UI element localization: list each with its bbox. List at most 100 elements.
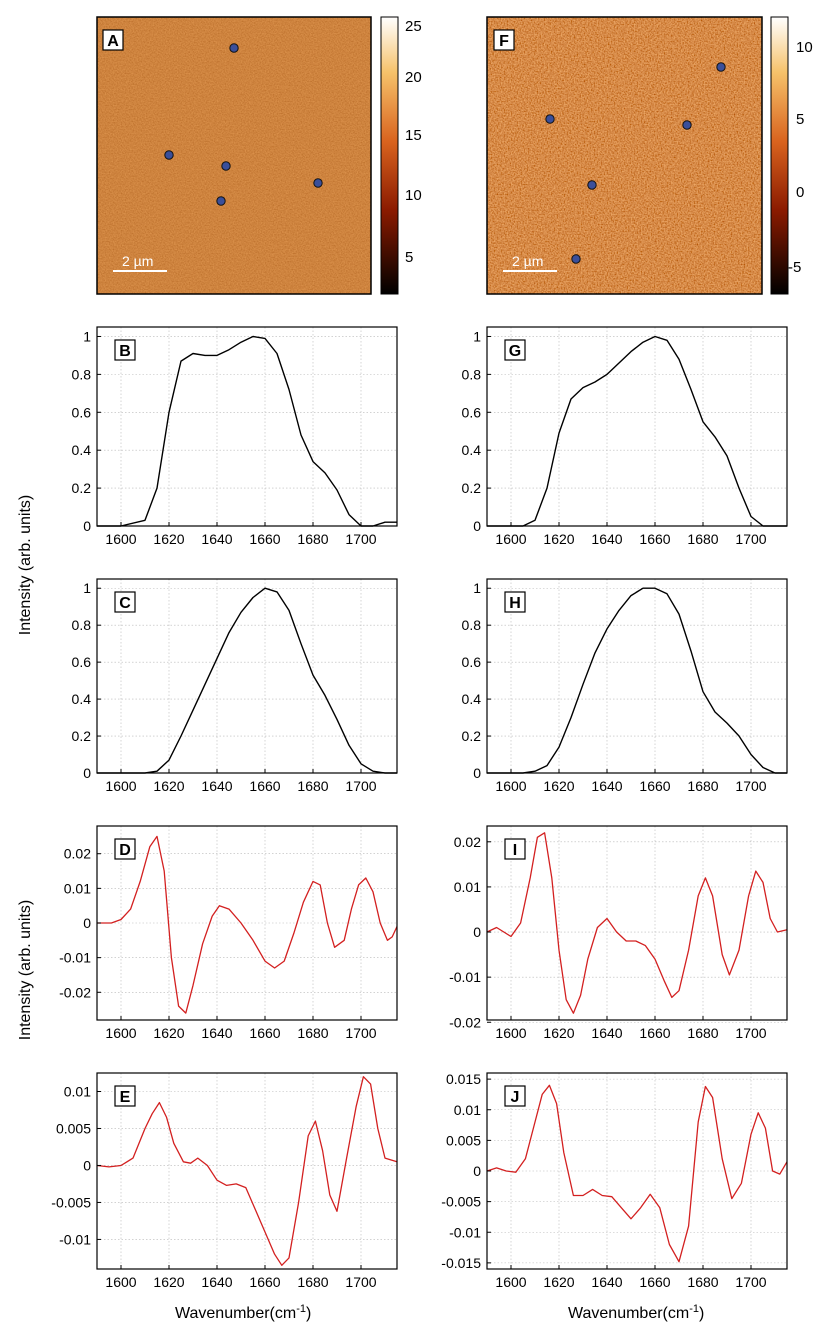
x-tick-label: 1700 xyxy=(345,1025,376,1041)
y-tick-label: 0 xyxy=(473,765,481,781)
x-tick-label: 1620 xyxy=(153,531,184,547)
afm-map-a: A 2 µm 25 20 15 10 5 xyxy=(96,16,422,295)
y-tick-label: 0.02 xyxy=(454,834,481,850)
y-axis-label-top: Intensity (arb. units) xyxy=(17,495,34,636)
x-tick-label: 1620 xyxy=(153,1025,184,1041)
y-tick-label: 1 xyxy=(83,580,91,596)
x-tick-label: 1640 xyxy=(201,778,232,794)
panel-label: A xyxy=(107,33,119,50)
chart-panel-g: 1600 1620 1640 1660 1680 1700 0 0.2 0.4 0.6 0.8 1 G xyxy=(462,326,788,547)
panel-label-box xyxy=(102,29,124,51)
panel-label: F xyxy=(499,33,509,50)
x-tick-label: 1600 xyxy=(105,1274,136,1290)
series-line xyxy=(487,335,787,527)
x-tick-label: 1600 xyxy=(495,778,526,794)
x-tick-label: 1680 xyxy=(687,531,718,547)
y-tick-label: 0.2 xyxy=(72,728,92,744)
x-tick-label: 1700 xyxy=(735,531,766,547)
y-tick-label: -0.005 xyxy=(51,1194,91,1210)
y-tick-label: 0.6 xyxy=(462,654,482,670)
x-tick-label: 1700 xyxy=(345,778,376,794)
panel-label-box xyxy=(493,29,515,51)
scale-bar-label: 2 µm xyxy=(512,253,543,269)
y-tick-label: 0.8 xyxy=(72,617,92,633)
chart-panel-c: 1600 1620 1640 1660 1680 1700 0 0.2 0.4 0.6 0.8 1 C xyxy=(72,578,398,794)
colorbar-tick: -5 xyxy=(788,259,801,276)
x-tick-label: 1620 xyxy=(543,531,574,547)
y-tick-label: 0.015 xyxy=(446,1071,481,1087)
y-tick-label: 0.01 xyxy=(64,1083,91,1099)
y-tick-label: 0.01 xyxy=(454,879,481,895)
x-tick-label: 1700 xyxy=(345,531,376,547)
plot-frame xyxy=(486,326,788,527)
x-tick-label: 1640 xyxy=(201,1025,232,1041)
chart-panel-e: 1600 1620 1640 1660 1680 1700 -0.01 -0.005 0 0.00… xyxy=(51,1072,398,1290)
map-marker xyxy=(545,114,555,124)
x-tick-label: 1600 xyxy=(105,778,136,794)
x-tick-label: 1700 xyxy=(735,778,766,794)
x-tick-label: 1640 xyxy=(591,531,622,547)
y-tick-label: 0 xyxy=(473,924,481,940)
scale-bar-label: 2 µm xyxy=(122,253,153,269)
y-tick-label: 0 xyxy=(83,915,91,931)
y-tick-label: 0.02 xyxy=(64,846,91,862)
y-tick-label: 0.2 xyxy=(462,480,482,496)
panel-label-box xyxy=(114,339,136,361)
panel-label: D xyxy=(119,842,131,859)
x-tick-label: 1640 xyxy=(591,1025,622,1041)
x-tick-label: 1680 xyxy=(687,1274,718,1290)
y-tick-label: -0.02 xyxy=(449,1014,481,1030)
panel-label-box xyxy=(114,1085,136,1107)
panel-label-box xyxy=(504,339,526,361)
plot-frame xyxy=(96,1072,398,1270)
plot-frame xyxy=(96,578,398,774)
panel-label: H xyxy=(509,595,521,612)
y-tick-label: 0 xyxy=(83,1157,91,1173)
y-tick-label: -0.01 xyxy=(59,1231,91,1247)
panel-label: I xyxy=(513,842,517,859)
series-line xyxy=(486,1084,788,1263)
x-tick-label: 1620 xyxy=(153,778,184,794)
y-tick-label: 0.6 xyxy=(72,654,92,670)
plot-frame xyxy=(486,578,788,774)
y-tick-label: 0.4 xyxy=(72,442,92,458)
y-tick-label: 0.8 xyxy=(462,617,482,633)
series-line xyxy=(97,835,398,1014)
x-tick-label: 1680 xyxy=(297,1274,328,1290)
map-marker xyxy=(164,150,174,160)
y-tick-label: 0 xyxy=(473,518,481,534)
y-tick-label: 0.01 xyxy=(454,1102,481,1118)
chart-panel-j: 1600 1620 1640 1660 1680 1700 -0.015 -0.01 -0.00… xyxy=(441,1071,788,1290)
x-tick-label: 1660 xyxy=(249,531,280,547)
map-marker xyxy=(229,43,239,53)
x-tick-label: 1680 xyxy=(297,531,328,547)
colorbar-tick: 25 xyxy=(405,18,422,35)
y-tick-label: -0.01 xyxy=(449,1224,481,1240)
y-tick-label: -0.01 xyxy=(59,950,91,966)
y-tick-label: 1 xyxy=(83,328,91,344)
y-tick-label: 0.4 xyxy=(462,691,482,707)
y-tick-label: 0.2 xyxy=(72,480,92,496)
map-markers xyxy=(545,62,726,264)
map-marker xyxy=(216,196,226,206)
x-tick-label: 1640 xyxy=(591,778,622,794)
map-marker xyxy=(571,254,581,264)
y-axis-label-bottom: Intensity (arb. units) xyxy=(17,900,34,1041)
panel-label-box xyxy=(504,1085,526,1107)
y-tick-label: -0.01 xyxy=(449,969,481,985)
panel-label-box xyxy=(114,591,136,613)
x-tick-label: 1660 xyxy=(249,1025,280,1041)
y-tick-label: 0 xyxy=(83,765,91,781)
y-tick-label: 0.8 xyxy=(462,366,482,382)
chart-panel-d: 1600 1620 1640 1660 1680 1700 -0.02 -0.01 0 0.01 0… xyxy=(59,825,398,1041)
y-tick-label: 0.6 xyxy=(72,404,92,420)
y-tick-label: 0.005 xyxy=(56,1120,91,1136)
x-tick-label: 1640 xyxy=(201,531,232,547)
panel-label: G xyxy=(509,343,521,360)
x-tick-label: 1600 xyxy=(105,531,136,547)
x-tick-label: 1700 xyxy=(345,1274,376,1290)
x-tick-label: 1600 xyxy=(495,1025,526,1041)
map-marker xyxy=(313,178,323,188)
plot-frame xyxy=(96,326,398,527)
x-tick-label: 1680 xyxy=(687,778,718,794)
